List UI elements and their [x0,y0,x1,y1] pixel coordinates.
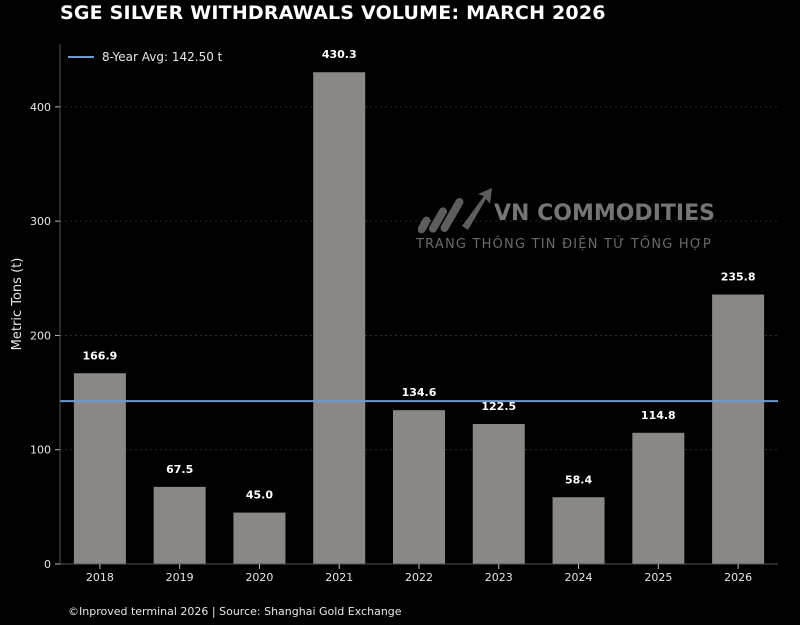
data-label: 134.6 [402,386,437,399]
bar-2022 [393,410,445,564]
y-axis-title: Metric Tons (t) [10,258,25,351]
x-tick-label: 2019 [166,571,194,584]
bars-layer: 166.9 67.5 45.0 430.3 134.6 122.5 58.4 114.8 235… [73,48,765,564]
y-tick-label: 100 [30,444,51,457]
watermark-logo-icon [418,188,492,234]
data-label: 430.3 [322,48,357,61]
watermark-subtitle: TRANG THÔNG TIN ĐIỆN TỬ TỔNG HỢP [416,237,712,252]
bar-2025 [632,432,685,564]
source-note: ©Inproved terminal 2026 | Source: Shangh… [68,605,402,618]
data-label: 45.0 [246,489,273,502]
data-label: 67.5 [166,463,193,476]
legend: 8-Year Avg: 142.50 t [68,50,223,64]
x-tick-label: 2026 [724,571,752,584]
bar-2018 [73,373,126,564]
x-tick-label: 2022 [405,571,433,584]
data-label: 122.5 [481,400,516,413]
y-tick-label: 300 [30,215,51,228]
data-label: 235.8 [721,271,756,284]
x-tick-label: 2020 [245,571,273,584]
legend-label: 8-Year Avg: 142.50 t [102,50,223,64]
bar-2020 [233,512,286,564]
axis-layer: 0 100 200 300 400 Metric Tons (t) 2018 2019 2020… [10,44,778,584]
bar-2023 [472,424,525,564]
data-label: 58.4 [565,473,592,486]
watermark-name: VN COMMODITIES [494,201,715,226]
x-tick-label: 2024 [565,571,593,584]
x-tick-label: 2021 [325,571,353,584]
y-tick-label: 400 [30,101,51,114]
chart-title: SGE SILVER WITHDRAWALS VOLUME: MARCH 202… [60,2,606,24]
y-tick-label: 200 [30,329,51,342]
x-tick-label: 2023 [485,571,513,584]
data-label: 114.8 [641,409,676,422]
bar-2019 [153,486,206,564]
y-tick-label: 0 [44,558,51,571]
x-tick-label: 2025 [644,571,672,584]
bar-2026 [712,294,765,564]
x-tick-label: 2018 [86,571,114,584]
bar-2024 [552,497,605,564]
data-label: 166.9 [82,349,117,362]
bar-2021 [313,72,366,564]
